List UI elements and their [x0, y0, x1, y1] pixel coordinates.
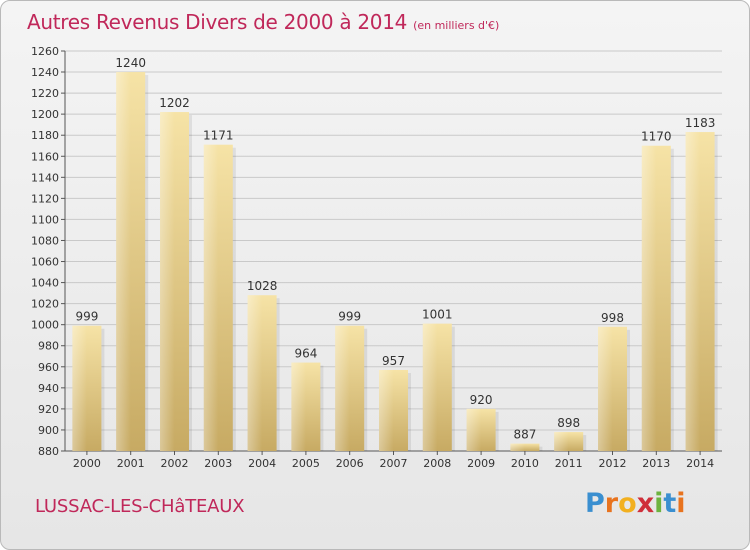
x-tick-label: 2004 — [248, 457, 276, 470]
data-label: 898 — [557, 416, 580, 430]
logo-letter: o — [618, 488, 637, 519]
x-tick-label: 2012 — [599, 457, 627, 470]
y-tick-label: 920 — [38, 403, 59, 416]
y-tick-label: 1040 — [31, 277, 59, 290]
y-tick-label: 1160 — [31, 150, 59, 163]
y-tick-label: 1180 — [31, 129, 59, 142]
data-label: 1171 — [203, 129, 234, 143]
bar-highlight — [335, 325, 350, 451]
logo-letter: x — [636, 488, 655, 519]
x-tick-label: 2000 — [73, 457, 101, 470]
logo-letter: i — [654, 488, 664, 519]
y-tick-label: 1120 — [31, 192, 59, 205]
data-label: 1028 — [247, 279, 278, 293]
y-tick-label: 1200 — [31, 108, 59, 121]
y-tick-label: 1220 — [31, 87, 59, 100]
data-label: 999 — [75, 310, 98, 324]
x-tick-label: 2005 — [292, 457, 320, 470]
y-tick-label: 1240 — [31, 66, 59, 79]
bar-highlight — [160, 112, 175, 451]
bar-highlight — [247, 295, 263, 451]
y-tick-label: 960 — [38, 361, 59, 374]
title-row: Autres Revenus Divers de 2000 à 2014 (en … — [27, 10, 499, 34]
bar-highlight — [598, 326, 613, 451]
data-label: 920 — [470, 393, 493, 407]
y-tick-label: 980 — [38, 340, 59, 353]
data-label: 1240 — [115, 56, 146, 70]
data-label: 887 — [513, 428, 536, 442]
x-tick-label: 2008 — [423, 457, 451, 470]
bars: 999 1240 1202 1171 1028 964 999 957 1001 920 887 89… — [72, 56, 718, 452]
y-tick-label: 1000 — [31, 319, 59, 332]
data-label: 998 — [601, 311, 624, 325]
x-tick-label: 2011 — [555, 457, 583, 470]
bar-highlight — [641, 145, 657, 451]
y-tick-label: 1060 — [31, 256, 59, 269]
chart-title: Autres Revenus Divers de 2000 à 2014 — [27, 10, 408, 34]
y-tick-label: 940 — [38, 382, 59, 395]
x-tick-label: 2013 — [642, 457, 670, 470]
data-label: 957 — [382, 354, 405, 368]
logo-letter: t — [663, 488, 677, 519]
bar-highlight — [466, 408, 482, 451]
y-tick-label: 900 — [38, 424, 59, 437]
y-tick-label: 1100 — [31, 213, 59, 226]
x-tick-label: 2003 — [204, 457, 232, 470]
bar-highlight — [685, 132, 701, 452]
y-tick-label: 1140 — [31, 171, 59, 184]
logo-letter: i — [676, 488, 686, 519]
proxiti-logo[interactable]: Proxiti — [585, 488, 686, 519]
data-label: 964 — [294, 347, 317, 361]
x-tick-label: 2001 — [117, 457, 145, 470]
place-name: LUSSAC-LES-CHâTEAUX — [35, 496, 245, 517]
y-tick-label: 1020 — [31, 298, 59, 311]
x-axis: 2000 2001 2002 2003 2004 2005 2006 2007 2008 2009… — [73, 451, 714, 470]
y-tick-label: 880 — [38, 445, 59, 458]
x-tick-label: 2007 — [380, 457, 408, 470]
bar-highlight — [510, 443, 525, 451]
bar-highlight — [291, 362, 306, 451]
data-label: 999 — [338, 310, 361, 324]
x-tick-label: 2010 — [511, 457, 539, 470]
bar-highlight — [379, 369, 394, 451]
data-label: 1170 — [641, 130, 672, 144]
logo-letter: P — [585, 488, 605, 519]
data-label: 1001 — [422, 308, 453, 322]
bar-highlight — [422, 323, 438, 451]
data-label: 1183 — [685, 116, 716, 130]
x-tick-label: 2014 — [686, 457, 714, 470]
y-tick-label: 1080 — [31, 234, 59, 247]
data-label: 1202 — [159, 96, 190, 110]
logo-letter: r — [604, 488, 619, 519]
bar-highlight — [203, 144, 219, 451]
x-tick-label: 2002 — [161, 457, 189, 470]
bar-highlight — [116, 72, 131, 451]
y-tick-label: 1260 — [31, 45, 59, 58]
bar-highlight — [72, 325, 87, 451]
chart-subtitle: (en milliers d'€) — [413, 19, 500, 32]
bar-highlight — [554, 432, 569, 451]
x-tick-label: 2009 — [467, 457, 495, 470]
x-tick-label: 2006 — [336, 457, 364, 470]
